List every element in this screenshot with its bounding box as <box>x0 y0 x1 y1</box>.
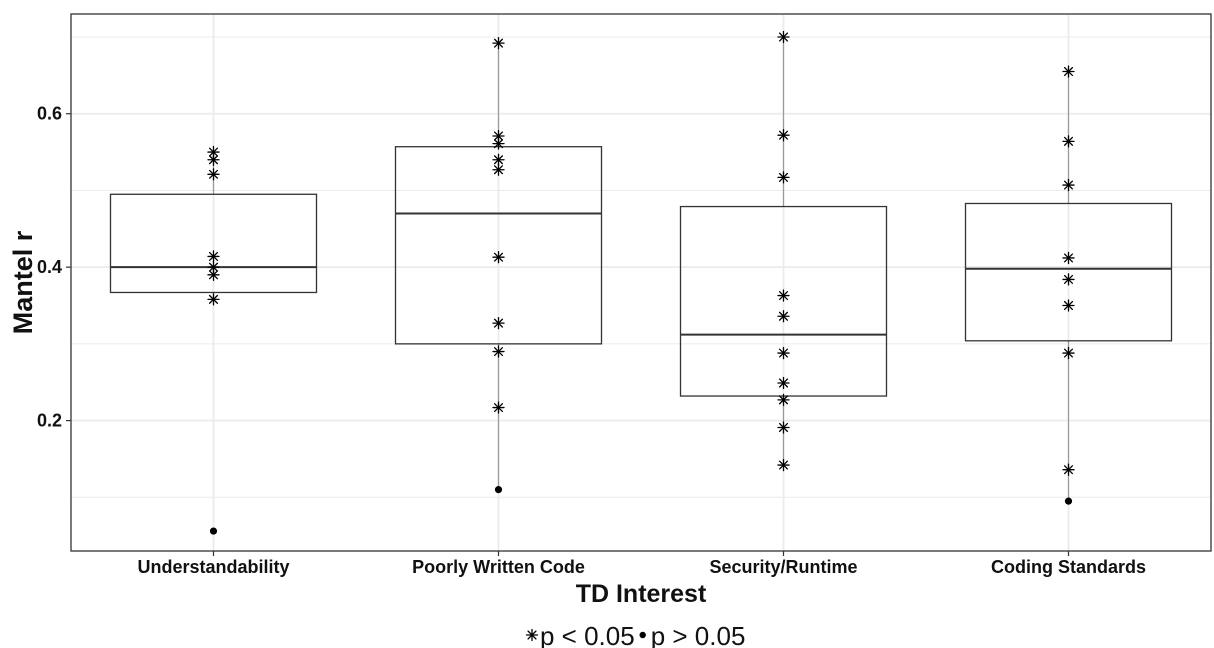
significant-point <box>777 421 790 434</box>
significant-point <box>1062 135 1075 148</box>
box-iqr <box>394 146 603 345</box>
legend: p < 0.05 p > 0.05 <box>525 621 746 648</box>
y-axis-ticks: 0.2 0.4 0.6 <box>37 104 71 431</box>
x-axis-ticks: Understandability Poorly Written Code Secu… <box>137 551 1146 577</box>
box-iqr <box>964 202 1173 342</box>
x-tick-label: Poorly Written Code <box>412 557 585 577</box>
data-points <box>207 30 1075 535</box>
nonsignificant-point <box>209 527 218 535</box>
box-iqr <box>109 193 318 294</box>
significant-point <box>1062 463 1075 476</box>
significant-point <box>1062 251 1075 265</box>
legend-label: p > 0.05 <box>651 621 746 648</box>
nonsignificant-point <box>1064 497 1073 505</box>
significant-point <box>777 346 790 360</box>
significant-point <box>777 393 790 407</box>
significant-point <box>777 376 790 390</box>
significant-point <box>525 628 539 642</box>
significant-point <box>492 153 505 166</box>
significant-point <box>207 168 220 181</box>
x-tick-label: Coding Standards <box>991 557 1146 577</box>
significant-point <box>207 153 220 166</box>
significant-point <box>492 163 505 176</box>
significant-point <box>1062 299 1075 312</box>
significant-point <box>1062 65 1075 78</box>
significant-point <box>207 268 220 281</box>
significant-point <box>207 250 220 263</box>
significant-point <box>492 251 505 264</box>
y-axis-title: Mantel r <box>8 230 38 334</box>
y-tick-label: 0.6 <box>37 104 62 124</box>
significant-point <box>777 171 790 184</box>
nonsignificant-point <box>494 486 503 494</box>
x-tick-label: Understandability <box>137 557 289 577</box>
significant-point <box>1062 178 1075 192</box>
legend-dot-symbol <box>639 631 646 639</box>
plot-panel-border <box>70 13 1212 552</box>
x-axis-title: TD Interest <box>576 580 707 608</box>
boxes <box>109 146 1173 397</box>
significant-point <box>1062 346 1075 360</box>
significant-point <box>1062 273 1075 286</box>
significant-point <box>492 137 505 150</box>
significant-point <box>777 129 790 142</box>
significant-point <box>207 293 220 306</box>
x-tick-label: Security/Runtime <box>709 557 857 577</box>
legend-label: p < 0.05 <box>540 621 635 648</box>
y-tick-label: 0.2 <box>37 411 62 431</box>
significant-point <box>492 317 505 330</box>
y-tick-label: 0.4 <box>37 257 62 277</box>
significant-point <box>492 401 505 414</box>
significant-point <box>492 345 505 358</box>
significant-point <box>777 30 790 44</box>
whiskers <box>212 37 1070 502</box>
significant-point <box>777 289 790 302</box>
significant-point <box>777 310 790 323</box>
significant-point <box>492 37 505 50</box>
significant-point <box>777 458 790 472</box>
